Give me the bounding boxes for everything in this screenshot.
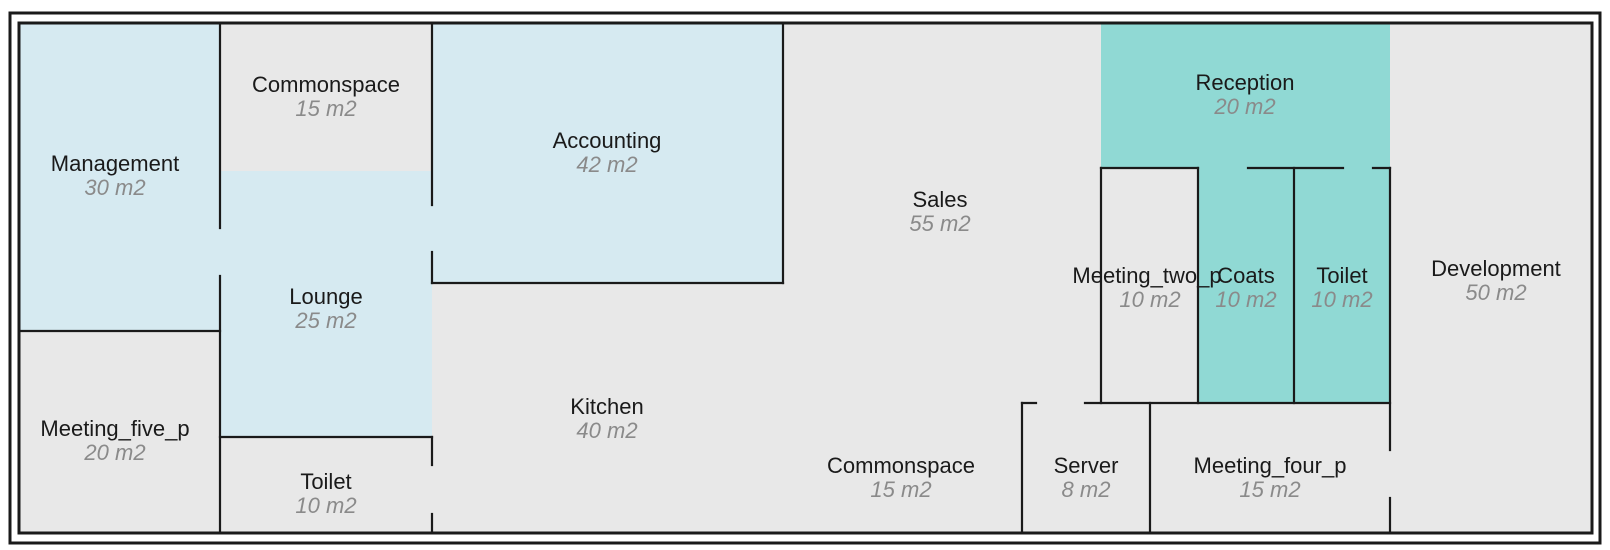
kitchen-area: 40 m2 [576,418,637,443]
coats-room[interactable] [1198,168,1294,403]
meeting-five-name: Meeting_five_p [40,416,189,441]
sales-area: 55 m2 [909,211,970,236]
room-fills [19,23,1592,533]
commonspace-top-room[interactable] [220,23,432,171]
commonspace-bottom-name: Commonspace [827,453,975,478]
lounge-name: Lounge [289,284,362,309]
management-room[interactable] [19,23,220,331]
sales-room[interactable] [783,23,1101,403]
kitchen-name: Kitchen [570,394,643,419]
meeting-four-name: Meeting_four_p [1194,453,1347,478]
lounge-area: 25 m2 [294,308,356,333]
sales-name: Sales [912,187,967,212]
coats-name: Coats [1217,263,1274,288]
server-area: 8 m2 [1062,477,1111,502]
coats-area: 10 m2 [1215,287,1276,312]
management-name: Management [51,151,179,176]
commonspace-top-name: Commonspace [252,72,400,97]
inner-frame [17,21,1594,535]
toilet-left-name: Toilet [300,469,351,494]
management-area: 30 m2 [84,175,145,200]
meeting-five-area: 20 m2 [83,440,145,465]
accounting-area: 42 m2 [576,152,637,177]
toilet-left-room[interactable] [220,437,432,533]
commonspace-bottom-room[interactable] [783,403,1022,533]
server-room[interactable] [1022,403,1150,533]
meeting-two-name: Meeting_two_p [1072,263,1221,288]
lounge-room[interactable] [220,171,432,437]
meeting-two-room[interactable] [1101,168,1198,403]
toilet-right-name: Toilet [1316,263,1367,288]
server-name: Server [1054,453,1119,478]
commonspace-top-area: 15 m2 [295,96,356,121]
toilet-right-room[interactable] [1294,168,1390,403]
commonspace-bottom-area: 15 m2 [870,477,931,502]
toilet-left-area: 10 m2 [295,493,356,518]
accounting-name: Accounting [553,128,662,153]
meeting-two-area: 10 m2 [1119,287,1180,312]
meeting-five-room[interactable] [19,331,220,533]
development-room[interactable] [1390,23,1592,533]
meeting-four-area: 15 m2 [1239,477,1300,502]
reception-name: Reception [1195,70,1294,95]
development-area: 50 m2 [1465,280,1526,305]
reception-room[interactable] [1101,23,1390,168]
kitchen-room[interactable] [432,283,783,533]
development-name: Development [1431,256,1561,281]
meeting-four-room[interactable] [1150,403,1390,533]
walls [17,21,1594,535]
accounting-room[interactable] [432,23,783,283]
toilet-right-area: 10 m2 [1311,287,1372,312]
reception-area: 20 m2 [1213,94,1275,119]
room-labels: Management 30 m2 Commonspace 15 m2 Loung… [40,70,1560,518]
